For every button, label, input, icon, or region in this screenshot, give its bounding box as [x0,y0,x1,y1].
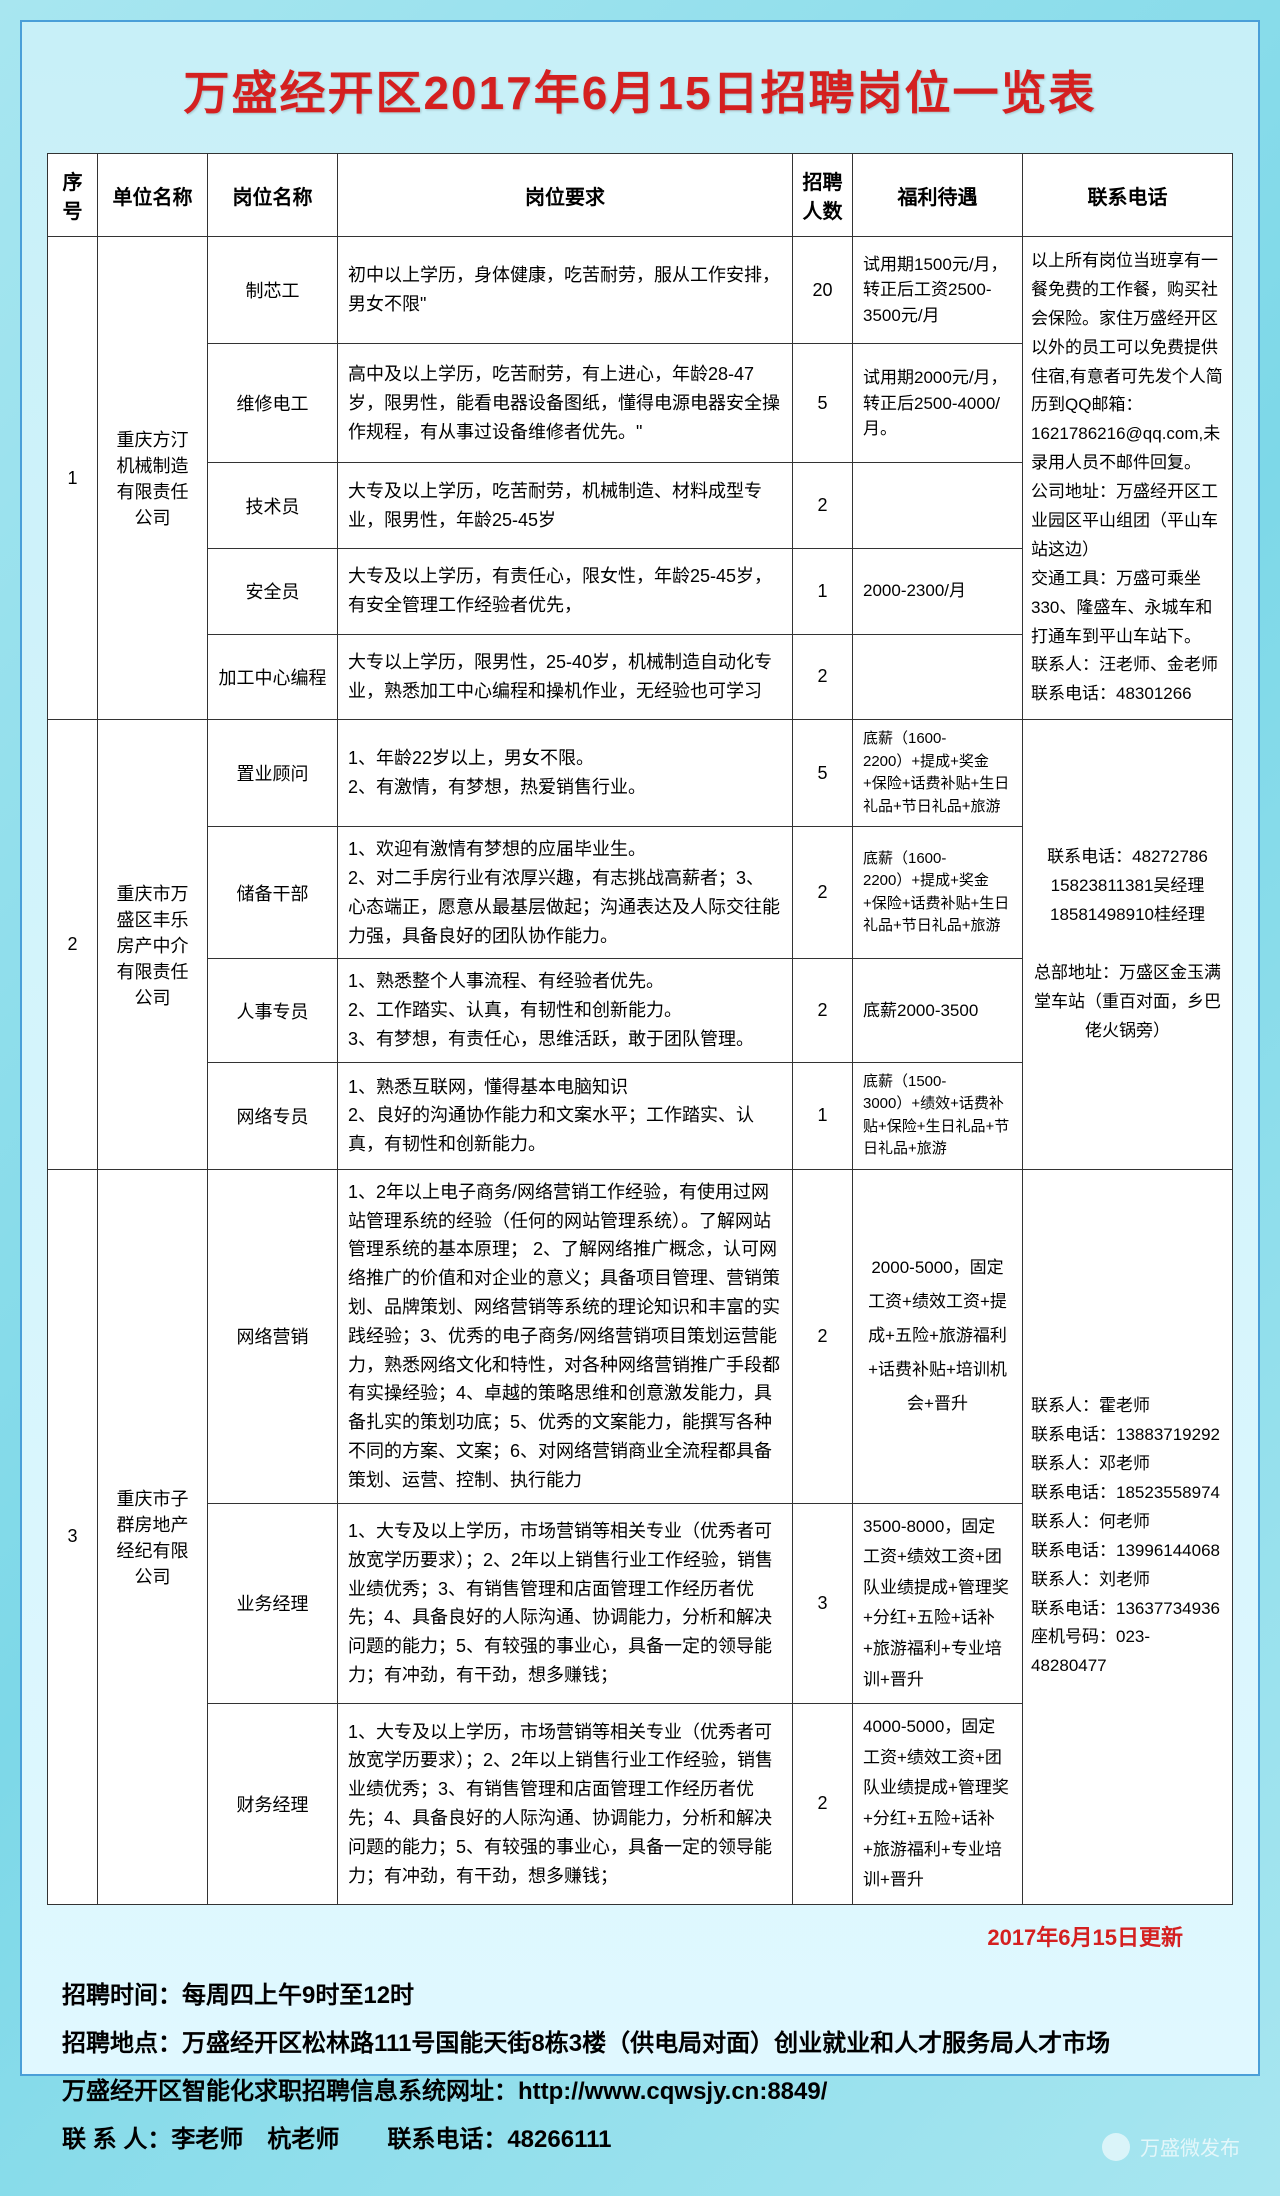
poster-frame: 万盛经开区2017年6月15日招聘岗位一览表 序号 单位名称 岗位名称 岗位要求… [20,20,1260,2076]
cell-pos: 业务经理 [208,1503,338,1704]
cell-no: 3 [48,1169,98,1904]
th-position: 岗位名称 [208,154,338,237]
cell-benefit: 底薪（1600-2200）+提成+奖金+保险+话费补贴+生日礼品+节日礼品+旅游 [853,827,1023,959]
cell-count: 5 [793,344,853,463]
cell-count: 1 [793,548,853,634]
cell-benefit: 4000-5000，固定工资+绩效工资+团队业绩提成+管理奖+分红+五险+话补+… [853,1704,1023,1905]
footer-line: 万盛经开区智能化求职招聘信息系统网址：http://www.cqwsjy.cn:… [62,2068,1233,2116]
cell-benefit [853,463,1023,549]
cell-benefit: 底薪（1500-3000）+绩效+话费补贴+保险+生日礼品+节日礼品+旅游 [853,1062,1023,1169]
cell-benefit: 底薪（1600-2200）+提成+奖金+保险+话费补贴+生日礼品+节日礼品+旅游 [853,720,1023,827]
table-row: 3 重庆市子群房地产经纪有限公司 网络营销 1、2年以上电子商务/网络营销工作经… [48,1169,1233,1503]
cell-pos: 安全员 [208,548,338,634]
cell-pos: 人事专员 [208,959,338,1062]
cell-req: 1、大专及以上学历，市场营销等相关专业（优秀者可放宽学历要求）；2、2年以上销售… [338,1503,793,1704]
footer-info: 招聘时间：每周四上午9时至12时 招聘地点：万盛经开区松林路111号国能天街8栋… [47,1972,1233,2164]
cell-no: 1 [48,237,98,720]
cell-req: 高中及以上学历，吃苦耐劳，有上进心，年龄28-47岁，限男性，能看电器设备图纸，… [338,344,793,463]
cell-req: 1、熟悉互联网，懂得基本电脑知识2、良好的沟通协作能力和文案水平；工作踏实、认真… [338,1062,793,1169]
th-benefit: 福利待遇 [853,154,1023,237]
cell-pos: 技术员 [208,463,338,549]
update-date: 2017年6月15日更新 [47,1920,1183,1952]
cell-count: 2 [793,463,853,549]
cell-count: 5 [793,720,853,827]
cell-count: 2 [793,634,853,720]
cell-count: 2 [793,1704,853,1905]
cell-pos: 维修电工 [208,344,338,463]
cell-pos: 网络营销 [208,1169,338,1503]
cell-req: 1、欢迎有激情有梦想的应届毕业生。2、对二手房行业有浓厚兴趣，有志挑战高薪者；3… [338,827,793,959]
cell-benefit: 3500-8000，固定工资+绩效工资+团队业绩提成+管理奖+分红+五险+话补+… [853,1503,1023,1704]
cell-pos: 财务经理 [208,1704,338,1905]
footer-line: 联 系 人：李老师 杭老师 联系电话：48266111 [62,2116,1233,2164]
cell-req: 初中以上学历，身体健康，吃苦耐劳，服从工作安排，男女不限" [338,237,793,344]
cell-pos: 制芯工 [208,237,338,344]
cell-pos: 置业顾问 [208,720,338,827]
cell-benefit: 2000-2300/月 [853,548,1023,634]
table-row: 2 重庆市万盛区丰乐房产中介有限责任公司 置业顾问 1、年龄22岁以上，男女不限… [48,720,1233,827]
cell-no: 2 [48,720,98,1170]
cell-req: 1、熟悉整个人事流程、有经验者优先。2、工作踏实、认真，有韧性和创新能力。3、有… [338,959,793,1062]
cell-count: 2 [793,959,853,1062]
cell-count: 1 [793,1062,853,1169]
cell-company: 重庆市子群房地产经纪有限公司 [98,1169,208,1904]
cell-benefit: 试用期1500元/月，转正后工资2500-3500元/月 [853,237,1023,344]
cell-pos: 储备干部 [208,827,338,959]
cell-contact: 联系人：霍老师联系电话：13883719292联系人：邓老师联系电话：18523… [1023,1169,1233,1904]
table-row: 1 重庆方汀机械制造有限责任公司 制芯工 初中以上学历，身体健康，吃苦耐劳，服从… [48,237,1233,344]
cell-benefit [853,634,1023,720]
cell-req: 1、年龄22岁以上，男女不限。2、有激情，有梦想，热爱销售行业。 [338,720,793,827]
cell-req: 大专及以上学历，吃苦耐劳，机械制造、材料成型专业，限男性，年龄25-45岁 [338,463,793,549]
cell-count: 20 [793,237,853,344]
cell-pos: 加工中心编程 [208,634,338,720]
th-no: 序号 [48,154,98,237]
cell-company: 重庆市万盛区丰乐房产中介有限责任公司 [98,720,208,1170]
cell-benefit: 2000-5000，固定工资+绩效工资+提成+五险+旅游福利+话费补贴+培训机会… [853,1169,1023,1503]
wechat-icon [1102,2133,1130,2161]
th-company: 单位名称 [98,154,208,237]
header-row: 序号 单位名称 岗位名称 岗位要求 招聘人数 福利待遇 联系电话 [48,154,1233,237]
cell-req: 1、大专及以上学历，市场营销等相关专业（优秀者可放宽学历要求）；2、2年以上销售… [338,1704,793,1905]
watermark: 万盛微发布 [1102,2132,1240,2161]
footer-line: 招聘时间：每周四上午9时至12时 [62,1972,1233,2020]
page-title: 万盛经开区2017年6月15日招聘岗位一览表 [47,57,1233,123]
cell-req: 1、2年以上电子商务/网络营销工作经验，有使用过网站管理系统的经验（任何的网站管… [338,1169,793,1503]
cell-pos: 网络专员 [208,1062,338,1169]
th-count: 招聘人数 [793,154,853,237]
cell-benefit: 底薪2000-3500 [853,959,1023,1062]
watermark-text: 万盛微发布 [1140,2132,1240,2161]
job-table: 序号 单位名称 岗位名称 岗位要求 招聘人数 福利待遇 联系电话 1 重庆方汀机… [47,153,1233,1905]
th-requirement: 岗位要求 [338,154,793,237]
cell-count: 3 [793,1503,853,1704]
cell-contact: 以上所有岗位当班享有一餐免费的工作餐，购买社会保险。家住万盛经开区以外的员工可以… [1023,237,1233,720]
cell-count: 2 [793,827,853,959]
cell-req: 大专以上学历，限男性，25-40岁，机械制造自动化专业，熟悉加工中心编程和操机作… [338,634,793,720]
cell-contact: 联系电话：4827278615823811381吴经理18581498910桂经… [1023,720,1233,1170]
cell-company: 重庆方汀机械制造有限责任公司 [98,237,208,720]
cell-benefit: 试用期2000元/月，转正后2500-4000/月。 [853,344,1023,463]
cell-count: 2 [793,1169,853,1503]
cell-req: 大专及以上学历，有责任心，限女性，年龄25-45岁，有安全管理工作经验者优先， [338,548,793,634]
footer-line: 招聘地点：万盛经开区松林路111号国能天街8栋3楼（供电局对面）创业就业和人才服… [62,2020,1233,2068]
th-contact: 联系电话 [1023,154,1233,237]
